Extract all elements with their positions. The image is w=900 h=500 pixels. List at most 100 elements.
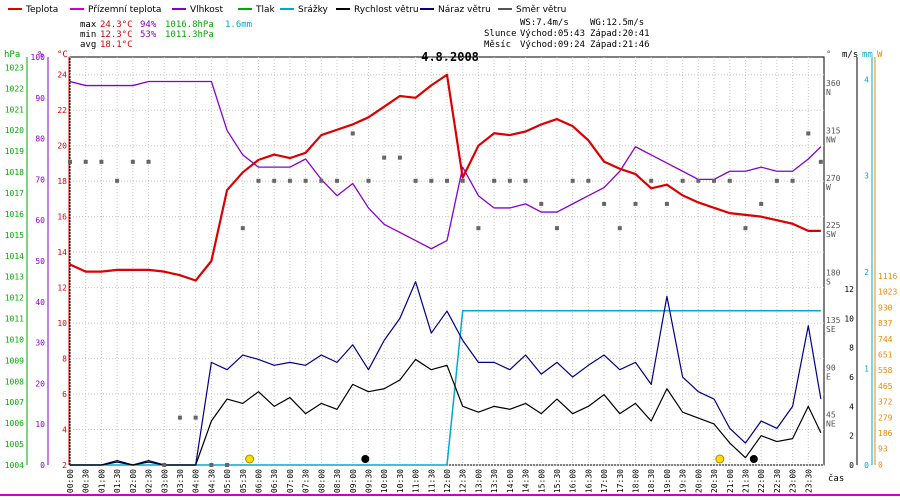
time-label-34: 17:00: [600, 469, 609, 493]
temp-tick-5: 14: [57, 248, 67, 257]
humidity-line: [69, 80, 822, 250]
grid: [69, 57, 824, 466]
axis-label-temp: °C: [57, 50, 68, 60]
stat-max-press: 1016.8hPa: [165, 20, 214, 30]
hpa-tick-1: 1022: [5, 84, 24, 93]
time-label-11: 05:30: [239, 469, 248, 493]
wind-dir-point-48: [818, 159, 823, 164]
time-label-5: 02:30: [145, 469, 154, 493]
wind-dir-point-23: [429, 178, 434, 183]
wind-dir-point-6: [162, 463, 167, 467]
temp-tick-0: 24: [57, 71, 67, 80]
time-label-15: 07:30: [302, 469, 311, 493]
time-label-31: 15:30: [553, 469, 562, 493]
wind-dir-point-16: [319, 178, 324, 183]
time-label-25: 12:30: [459, 469, 468, 493]
stat-min-temp: 12.3°C: [100, 30, 133, 40]
wind-dir-point-20: [382, 155, 387, 160]
hpa-tick-2: 1021: [5, 105, 24, 114]
temp-tick-3: 18: [57, 177, 67, 186]
wind-dir-point-46: [790, 178, 795, 183]
stat-max-temp: 24.3°C: [100, 20, 133, 30]
hpa-tick-9: 1014: [5, 252, 24, 261]
time-label-13: 06:30: [270, 469, 279, 493]
axes: 00:00 00:30 01:00 01:30 02:00 02:30 03:00 03:30…: [0, 53, 900, 496]
time-label-37: 18:30: [647, 469, 656, 493]
wind-dir-point-34: [602, 201, 607, 206]
time-label-9: 04:30: [207, 469, 216, 493]
dir-tick-0: 360: [826, 79, 841, 88]
time-label-42: 21:00: [726, 469, 735, 493]
legend-label-smer: Směr větru: [516, 5, 566, 15]
wind-dir-point-28: [507, 178, 512, 183]
hpa-tick-0: 1023: [5, 63, 24, 72]
wind-ws: WS:7.4m/s: [520, 18, 569, 28]
dir-name-2: W: [826, 183, 831, 192]
time-label-33: 16:30: [584, 469, 593, 493]
time-label-44: 22:00: [757, 469, 766, 493]
pct-tick-2: 80: [35, 135, 45, 144]
pct-tick-8: 20: [35, 379, 45, 388]
dir-name-3: SW: [826, 230, 836, 239]
wind-wg: WG:12.5m/s: [590, 18, 644, 28]
stat-avg-label: avg: [80, 40, 96, 50]
legend-label-vlhkost: Vlhkost: [190, 5, 223, 15]
time-label-41: 20:30: [710, 469, 719, 493]
temp-tick-8: 8: [62, 355, 67, 364]
time-label-36: 18:00: [632, 469, 641, 493]
sun-label: Slunce: [484, 29, 517, 39]
wind-dir-point-8: [193, 415, 198, 420]
wind-dir-point-36: [633, 201, 638, 206]
mm-tick-0: 4: [864, 75, 869, 84]
markers: [245, 454, 758, 464]
temp-tick-6: 12: [57, 284, 67, 293]
time-label-10: 05:00: [223, 469, 232, 493]
wind-dir-point-42: [727, 178, 732, 183]
hpa-tick-17: 1006: [5, 419, 24, 428]
time-label-16: 08:00: [317, 469, 326, 493]
sun-set: Západ:20:41: [590, 29, 650, 39]
time-label-17: 08:30: [333, 469, 342, 493]
wind-dir-point-13: [272, 178, 277, 183]
w-tick-6: 558: [878, 366, 893, 375]
temp-tick-2: 20: [57, 142, 67, 151]
hpa-tick-14: 1009: [5, 356, 24, 365]
hpa-tick-19: 1004: [5, 461, 24, 470]
temp-tick-4: 16: [57, 213, 67, 222]
w-tick-4: 744: [878, 335, 893, 344]
temp-tick-1: 22: [57, 106, 67, 115]
time-label-19: 09:30: [364, 469, 373, 493]
wind-dir-point-43: [743, 226, 748, 231]
time-label-8: 04:00: [192, 469, 201, 493]
time-label-23: 11:30: [427, 469, 436, 493]
wind-dir-point-7: [177, 415, 182, 420]
stat-max-hum: 94%: [140, 20, 157, 30]
temp-tick-11: 2: [62, 461, 67, 470]
stats-block: max 24.3°C 94% 1016.8hPa 1.6mm min 12.3°…: [80, 20, 252, 50]
wind-dir-point-1: [83, 159, 88, 164]
hpa-tick-11: 1012: [5, 294, 24, 303]
dir-name-1: NW: [826, 135, 836, 144]
pct-tick-0: 100: [31, 53, 46, 62]
axis-label-hpa: hPa: [4, 50, 20, 60]
mm-tick-2: 2: [864, 268, 869, 277]
time-label-27: 13:30: [490, 469, 499, 493]
dir-name-0: N: [826, 88, 831, 97]
w-tick-2: 930: [878, 303, 893, 312]
sun-rise: Východ:05:43: [520, 29, 585, 39]
time-label-46: 23:00: [789, 469, 798, 493]
mm-tick-3: 1: [864, 365, 869, 374]
stat-max-label: max: [80, 20, 97, 30]
stat-min-press: 1011.3hPa: [165, 30, 214, 40]
time-label-3: 01:30: [113, 469, 122, 493]
mm-tick-4: 0: [864, 461, 869, 470]
dir-tick-6: 90: [826, 363, 836, 372]
wind-dir-point-10: [225, 463, 230, 467]
axis-label-time: čas: [828, 473, 844, 484]
moon-marker-0: [361, 455, 370, 463]
legend-label-teplota: Teplota: [25, 5, 58, 15]
time-label-39: 19:30: [679, 469, 688, 493]
time-label-0: 00:00: [66, 469, 75, 493]
dir-name-5: SE: [826, 325, 836, 334]
wind-dir-point-11: [240, 226, 245, 231]
